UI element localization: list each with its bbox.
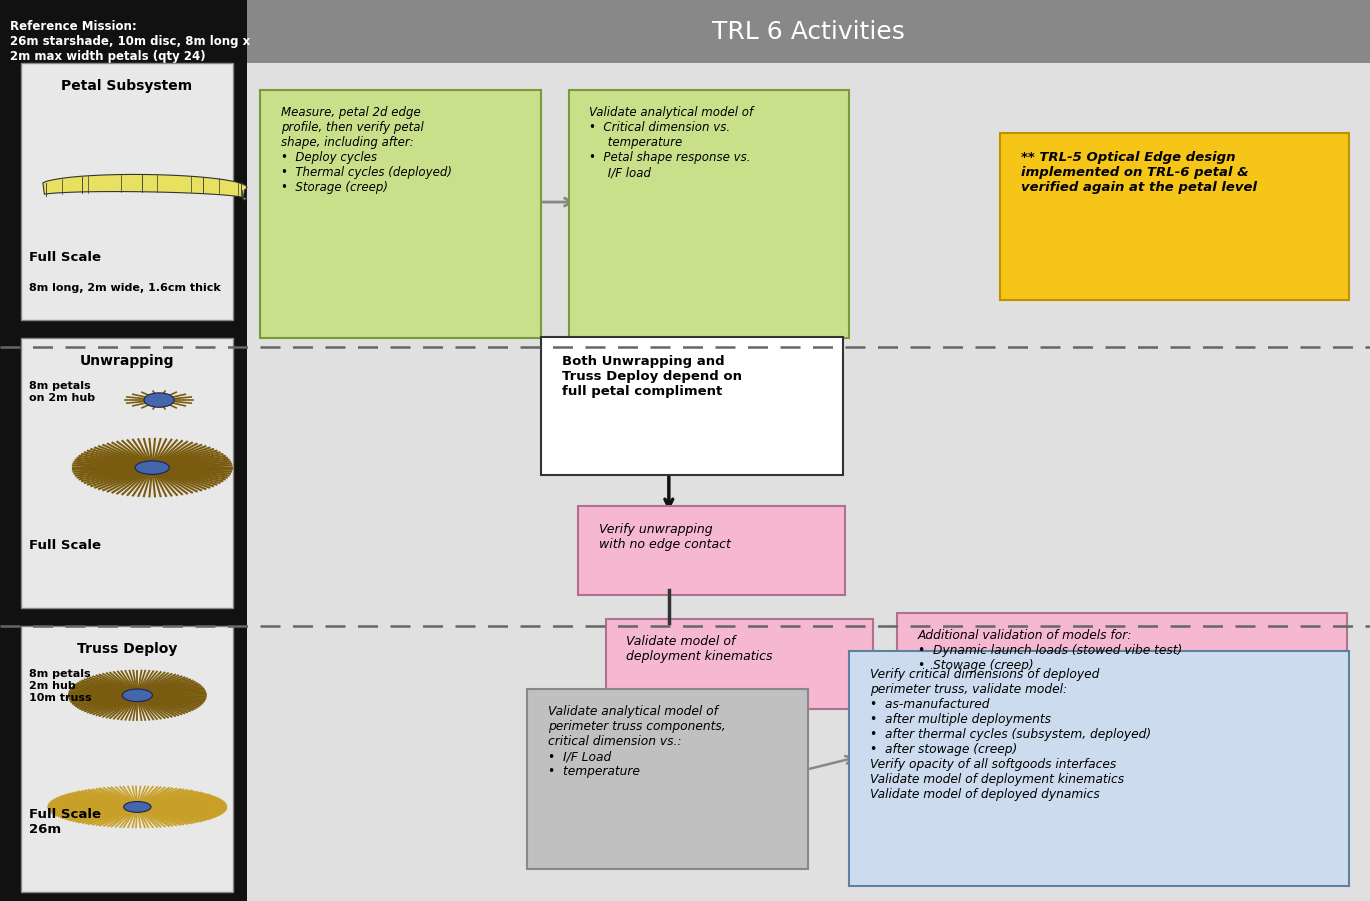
Ellipse shape <box>136 461 170 474</box>
Text: Reference Mission:
26m starshade, 10m disc, 8m long x
2m max width petals (qty 2: Reference Mission: 26m starshade, 10m di… <box>10 20 249 63</box>
Text: Unwrapping: Unwrapping <box>79 354 174 369</box>
Ellipse shape <box>122 689 152 702</box>
Text: TRL 6 Activities: TRL 6 Activities <box>712 20 904 43</box>
Text: Both Unwrapping and
Truss Deploy depend on
full petal compliment: Both Unwrapping and Truss Deploy depend … <box>562 355 741 398</box>
FancyBboxPatch shape <box>897 613 1347 730</box>
FancyBboxPatch shape <box>21 338 233 608</box>
Text: 8m petals
on 2m hub: 8m petals on 2m hub <box>29 381 95 403</box>
Text: Petal Subsystem: Petal Subsystem <box>62 79 192 94</box>
Text: Full Scale
26m: Full Scale 26m <box>29 808 101 836</box>
Polygon shape <box>42 175 247 200</box>
Text: 8m petals
2m hub
10m truss: 8m petals 2m hub 10m truss <box>29 669 92 703</box>
Text: 8m long, 2m wide, 1.6cm thick: 8m long, 2m wide, 1.6cm thick <box>29 283 221 293</box>
FancyBboxPatch shape <box>247 63 1370 901</box>
Text: Full Scale: Full Scale <box>29 540 101 552</box>
FancyBboxPatch shape <box>527 689 808 869</box>
Text: Truss Deploy: Truss Deploy <box>77 642 177 657</box>
FancyBboxPatch shape <box>578 506 845 595</box>
Text: Validate model of
deployment kinematics: Validate model of deployment kinematics <box>626 635 773 663</box>
FancyBboxPatch shape <box>569 90 849 338</box>
FancyBboxPatch shape <box>260 90 541 338</box>
Text: Verify critical dimensions of deployed
perimeter truss, validate model:
•  as-ma: Verify critical dimensions of deployed p… <box>870 668 1151 801</box>
Text: Verify unwrapping
with no edge contact: Verify unwrapping with no edge contact <box>599 523 730 551</box>
Text: Additional validation of models for:
•  Dynamic launch loads (stowed vibe test)
: Additional validation of models for: • D… <box>918 629 1182 672</box>
Ellipse shape <box>123 802 151 813</box>
Ellipse shape <box>144 393 174 407</box>
FancyBboxPatch shape <box>247 0 1370 63</box>
FancyBboxPatch shape <box>21 626 233 892</box>
FancyBboxPatch shape <box>1000 133 1349 300</box>
FancyBboxPatch shape <box>606 619 873 709</box>
FancyBboxPatch shape <box>0 0 247 901</box>
Text: ** TRL-5 Optical Edge design
implemented on TRL-6 petal &
verified again at the : ** TRL-5 Optical Edge design implemented… <box>1021 151 1256 195</box>
Text: Validate analytical model of
•  Critical dimension vs.
     temperature
•  Petal: Validate analytical model of • Critical … <box>589 106 754 179</box>
Text: Measure, petal 2d edge
profile, then verify petal
shape, including after:
•  Dep: Measure, petal 2d edge profile, then ver… <box>281 106 452 195</box>
Text: Validate analytical model of
perimeter truss components,
critical dimension vs.:: Validate analytical model of perimeter t… <box>548 705 726 778</box>
FancyBboxPatch shape <box>541 337 843 475</box>
FancyBboxPatch shape <box>21 63 233 320</box>
Text: Full Scale: Full Scale <box>29 251 101 264</box>
FancyBboxPatch shape <box>849 651 1349 886</box>
